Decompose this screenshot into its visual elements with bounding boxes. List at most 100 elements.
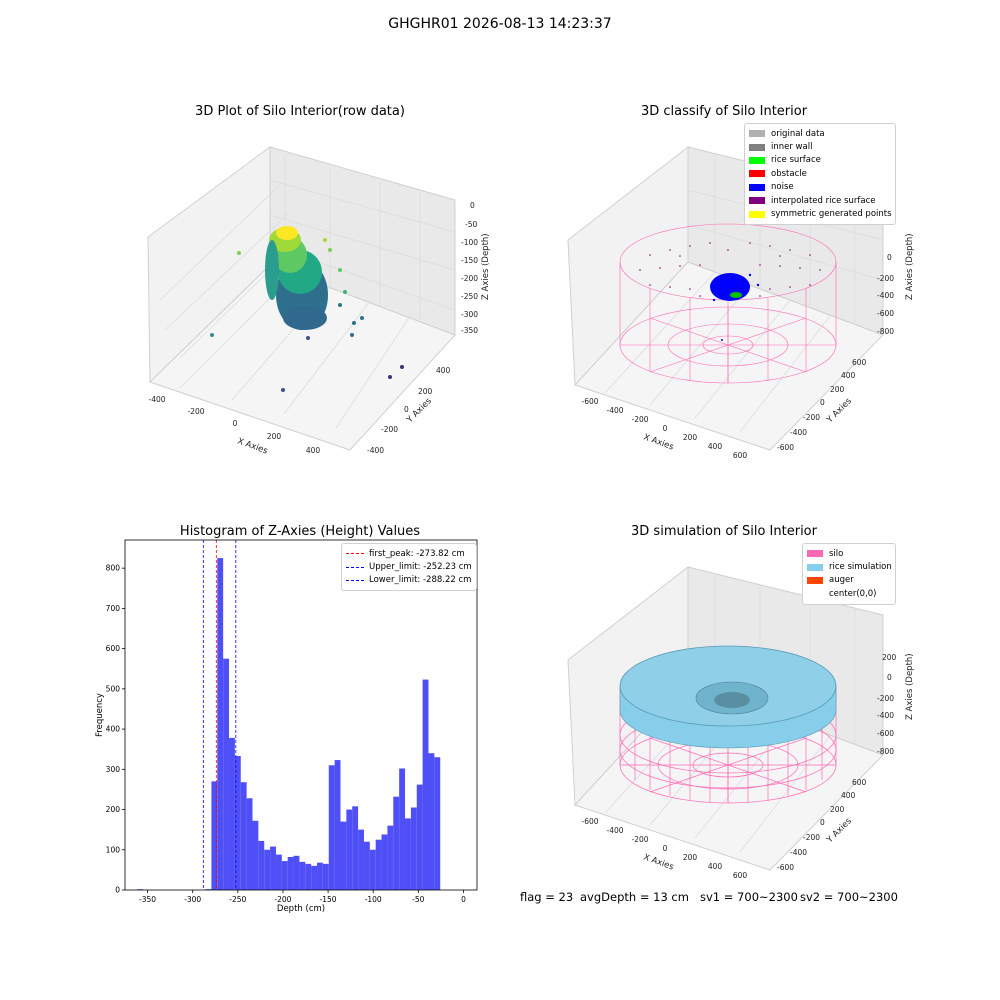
histogram-xtick-label: -350 bbox=[139, 895, 156, 904]
p1-ztick: -200 bbox=[461, 274, 478, 283]
p4-xlabel: X Axies bbox=[642, 852, 675, 872]
histogram-bar bbox=[340, 821, 347, 890]
histogram-xtick-label: -300 bbox=[184, 895, 201, 904]
histogram-bar bbox=[363, 841, 370, 890]
p2-xtick: 200 bbox=[683, 433, 698, 442]
histogram-ytick-label: 0 bbox=[115, 886, 120, 895]
p2-xtick: 400 bbox=[708, 442, 723, 451]
histogram-bar bbox=[352, 806, 359, 890]
legend-line-lower bbox=[346, 579, 364, 581]
p2-xtick: 0 bbox=[663, 424, 668, 433]
histogram-bar bbox=[240, 782, 247, 890]
footer-sv1: sv1 = 700~2300 bbox=[700, 890, 798, 904]
histogram-bar bbox=[258, 840, 265, 890]
legend-swatch-wall bbox=[749, 143, 765, 151]
p2-ztick: 0 bbox=[887, 253, 892, 262]
legend-label: obstacle bbox=[771, 168, 807, 179]
p2-xtick: -200 bbox=[631, 415, 648, 424]
histogram-xtick-label: 0 bbox=[461, 895, 466, 904]
p2-ytick: -200 bbox=[803, 413, 820, 422]
panel1-point-cloud bbox=[210, 226, 404, 392]
histogram-ylabel: Frequency bbox=[95, 693, 105, 737]
histogram-bar bbox=[137, 889, 144, 890]
histogram-bar bbox=[264, 849, 271, 890]
p4-ztick: -400 bbox=[877, 711, 894, 720]
legend-entry: Lower_limit: -288.22 cm bbox=[346, 574, 472, 587]
panel1-title: 3D Plot of Silo Interior(row data) bbox=[195, 104, 405, 119]
histogram-ytick-label: 700 bbox=[106, 604, 121, 613]
p1-ytick: 400 bbox=[436, 366, 451, 375]
legend-entry: auger bbox=[807, 574, 891, 587]
p1-ztick: -250 bbox=[461, 292, 478, 301]
histogram-bar bbox=[422, 679, 429, 890]
histogram-bar bbox=[322, 863, 329, 890]
legend-line-upper bbox=[346, 566, 364, 568]
panel2-noise-cluster bbox=[710, 273, 760, 341]
footer-flag: flag = 23 bbox=[520, 890, 574, 904]
p1-zlabel: Z Axies (Depth) bbox=[481, 233, 491, 300]
p1-ztick: 0 bbox=[470, 201, 475, 210]
legend-swatch-center bbox=[807, 590, 823, 597]
legend-swatch-noise bbox=[749, 183, 765, 191]
legend-swatch-auger bbox=[807, 576, 823, 584]
histogram-xlabel: Depth (cm) bbox=[277, 904, 325, 914]
p2-xtick: 600 bbox=[733, 451, 748, 460]
histogram-plot: -350 -300 -250 -200 -150 -100 -50 0 0 100 200 300 4… bbox=[95, 539, 478, 914]
panel4-title: 3D simulation of Silo Interior bbox=[631, 524, 817, 539]
histogram-bar bbox=[346, 809, 353, 890]
p2-ytick: -400 bbox=[790, 428, 807, 437]
p1-ytick: 200 bbox=[418, 387, 433, 396]
histogram-bar bbox=[305, 863, 312, 890]
p1-ztick: -150 bbox=[461, 256, 478, 265]
histogram-bar bbox=[293, 855, 300, 890]
panel4-rice-surface bbox=[619, 645, 837, 749]
legend-entry: silo bbox=[807, 547, 891, 560]
legend-line-peak bbox=[346, 553, 364, 555]
legend-swatch-interpolated bbox=[749, 197, 765, 205]
histogram-ytick-label: 600 bbox=[106, 644, 121, 653]
simulation3d-plot: -600 -400 -200 0 200 400 600 -600 -400 -… bbox=[567, 565, 915, 880]
p1-xtick: 200 bbox=[267, 432, 282, 441]
histogram-vlines bbox=[202, 540, 237, 890]
p2-ytick: -600 bbox=[777, 443, 794, 452]
legend-swatch-rice bbox=[749, 156, 765, 164]
p2-xtick: -400 bbox=[606, 406, 623, 415]
legend-entry: rice simulation bbox=[807, 560, 892, 573]
p1-ylabel: Y Axies bbox=[404, 396, 434, 426]
histogram-bar bbox=[299, 861, 306, 890]
p1-xtick: 400 bbox=[306, 446, 321, 455]
scatter3d-raw-plot: -400 -200 0 200 400 -400 -200 0 200 400 … bbox=[147, 146, 491, 457]
p1-xlabel: X Axies bbox=[236, 436, 269, 456]
histogram-bar bbox=[328, 765, 335, 890]
legend-label: Lower_limit: -288.22 cm bbox=[369, 575, 472, 586]
legend-label: silo bbox=[829, 548, 844, 559]
panel1-pane bbox=[147, 146, 456, 451]
legend-entry: Upper_limit: -252.23 cm bbox=[346, 560, 472, 573]
histogram-xticks: -350 -300 -250 -200 -150 -100 -50 0 bbox=[139, 890, 466, 904]
histogram-bar bbox=[434, 757, 441, 890]
legend-label: original data bbox=[771, 128, 825, 139]
legend-label: noise bbox=[771, 182, 794, 193]
legend-entry: obstacle bbox=[749, 167, 891, 180]
histogram-bar bbox=[416, 784, 423, 890]
p4-ytick: 0 bbox=[820, 818, 825, 827]
histogram-bar bbox=[399, 768, 406, 890]
legend-entry: inner wall bbox=[749, 140, 891, 153]
legend-label: first_peak: -273.82 cm bbox=[369, 548, 465, 559]
panel3-title: Histogram of Z-Axies (Height) Values bbox=[179, 524, 421, 539]
p4-ztick: 0 bbox=[887, 673, 892, 682]
p4-xtick: -400 bbox=[606, 826, 623, 835]
legend-entry: first_peak: -273.82 cm bbox=[346, 547, 472, 560]
histogram-bar bbox=[405, 818, 411, 890]
histogram-bar bbox=[270, 846, 276, 890]
histogram-bar bbox=[205, 889, 212, 890]
figure-title: GHGHR01 2026-08-13 14:23:37 bbox=[388, 16, 612, 32]
p4-ztick: -600 bbox=[877, 729, 894, 738]
legend-entry: symmetric generated points bbox=[749, 207, 892, 220]
panel2-interpolated-grid bbox=[639, 242, 821, 297]
histogram-bar bbox=[410, 807, 417, 890]
p1-ztick: -50 bbox=[465, 220, 477, 229]
legend-swatch-obstacle bbox=[749, 170, 765, 178]
histogram-xtick-label: -100 bbox=[365, 895, 382, 904]
histogram-bar bbox=[381, 834, 388, 890]
